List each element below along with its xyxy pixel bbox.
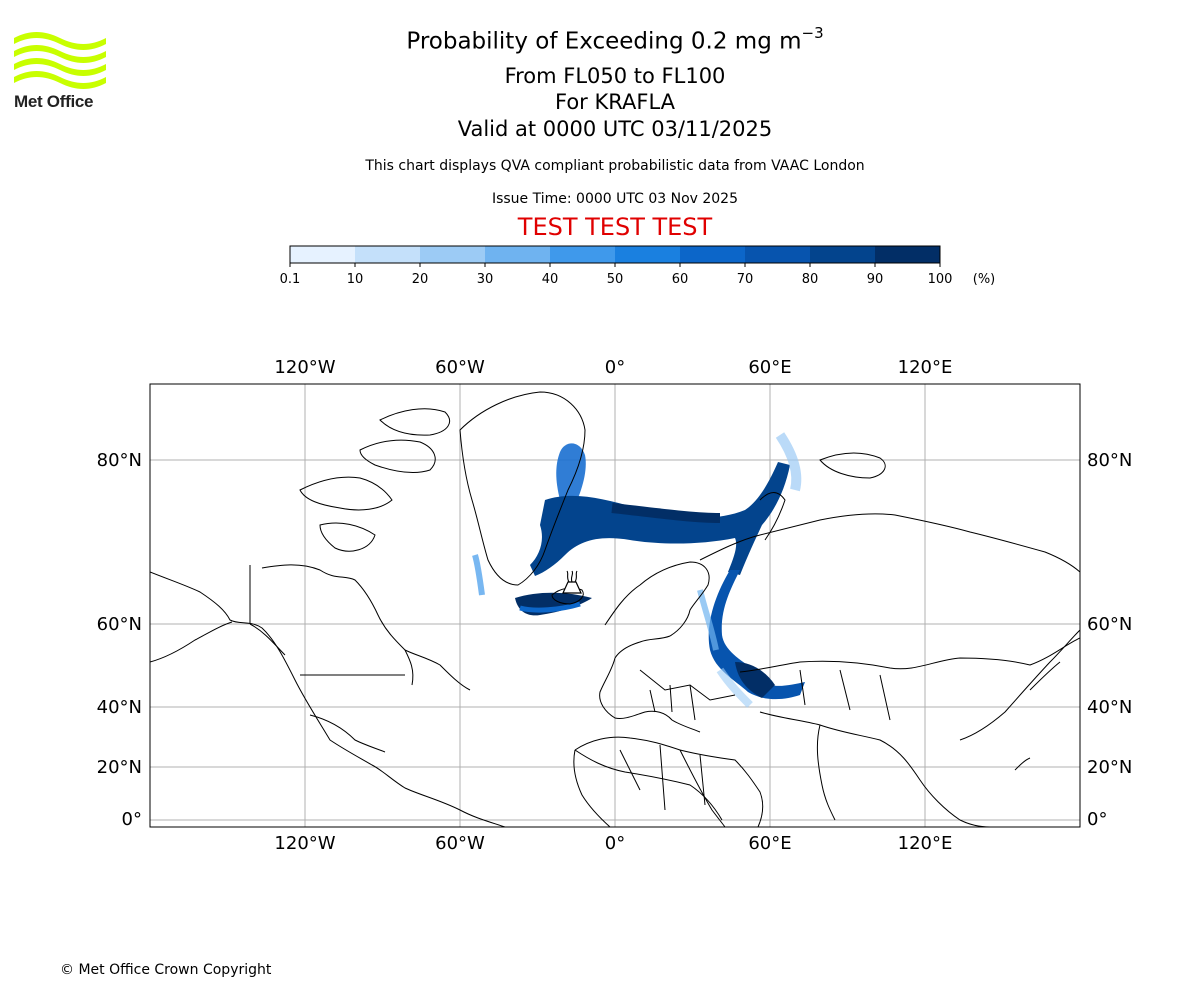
lat-label: 40°N xyxy=(97,697,142,718)
colorbar-unit: (%) xyxy=(973,272,996,287)
colorbar-cell xyxy=(810,246,876,263)
lat-label: 60°N xyxy=(97,614,142,635)
lon-label: 120°E xyxy=(898,357,953,378)
lon-labels-top: 120°W 60°W 0° 60°E 120°E xyxy=(274,357,952,378)
lon-label: 120°W xyxy=(274,833,335,854)
lat-labels-left: 80°N 60°N 40°N 20°N 0° xyxy=(97,450,142,830)
issue-time: Issue Time: 0000 UTC 03 Nov 2025 xyxy=(491,191,739,207)
colorbar-cell xyxy=(875,246,941,263)
colorbar-tick-label: 80 xyxy=(802,272,819,287)
lat-label: 40°N xyxy=(1087,697,1132,718)
colorbar-tick-label: 60 xyxy=(672,272,689,287)
volcano-marker-icon xyxy=(562,570,582,594)
logo-wordmark: Met Office xyxy=(14,92,94,111)
colorbar-cell xyxy=(615,246,681,263)
chart-title: Probability of Exceeding 0.2 mg m−3 xyxy=(406,24,824,55)
lon-label: 120°E xyxy=(898,833,953,854)
colorbar-tick-label: 100 xyxy=(928,272,953,287)
lon-label: 60°E xyxy=(748,357,791,378)
met-office-logo-icon xyxy=(14,32,106,89)
volcano-name: For KRAFLA xyxy=(555,90,675,114)
lat-label: 80°N xyxy=(1087,450,1132,471)
colorbar-tick-label: 0.1 xyxy=(280,272,301,287)
colorbar-cell xyxy=(550,246,616,263)
colorbar-tick-label: 30 xyxy=(477,272,494,287)
lon-label: 60°W xyxy=(435,357,485,378)
colorbar-cell xyxy=(420,246,486,263)
colorbar-cell xyxy=(680,246,746,263)
lon-labels-bottom: 120°W 60°W 0° 60°E 120°E xyxy=(274,833,952,854)
lat-label: 80°N xyxy=(97,450,142,471)
colorbar-tick-label: 10 xyxy=(347,272,364,287)
lat-label: 0° xyxy=(122,809,142,830)
flight-level-range: From FL050 to FL100 xyxy=(504,64,726,88)
colorbar-tick-label: 40 xyxy=(542,272,559,287)
colorbar-cell xyxy=(745,246,811,263)
lon-label: 0° xyxy=(605,357,625,378)
colorbar-cell xyxy=(485,246,551,263)
colorbar: 0.1 10 20 30 40 50 60 70 80 90 100 (%) xyxy=(280,245,996,287)
coastlines xyxy=(150,391,1080,827)
qva-note: This chart displays QVA compliant probab… xyxy=(365,158,865,174)
colorbar-tick-label: 70 xyxy=(737,272,754,287)
lon-label: 0° xyxy=(605,833,625,854)
colorbar-cell xyxy=(355,246,421,263)
colorbar-tick-label: 50 xyxy=(607,272,624,287)
valid-time: Valid at 0000 UTC 03/11/2025 xyxy=(457,117,773,141)
test-banner: TEST TEST TEST xyxy=(517,213,713,241)
lat-label: 60°N xyxy=(1087,614,1132,635)
graticule xyxy=(150,384,1080,827)
lon-label: 60°E xyxy=(748,833,791,854)
copyright-notice: © Met Office Crown Copyright xyxy=(60,962,272,978)
colorbar-cell xyxy=(290,246,356,263)
colorbar-tick-label: 90 xyxy=(867,272,884,287)
colorbar-tick-label: 20 xyxy=(412,272,429,287)
lon-label: 60°W xyxy=(435,833,485,854)
lat-labels-right: 80°N 60°N 40°N 20°N 0° xyxy=(1087,450,1132,830)
lat-label: 0° xyxy=(1087,809,1107,830)
lat-label: 20°N xyxy=(1087,757,1132,778)
lon-label: 120°W xyxy=(274,357,335,378)
lat-label: 20°N xyxy=(97,757,142,778)
map-panel: 120°W 60°W 0° 60°E 120°E 120°W 60°W 0° 6… xyxy=(97,357,1133,854)
